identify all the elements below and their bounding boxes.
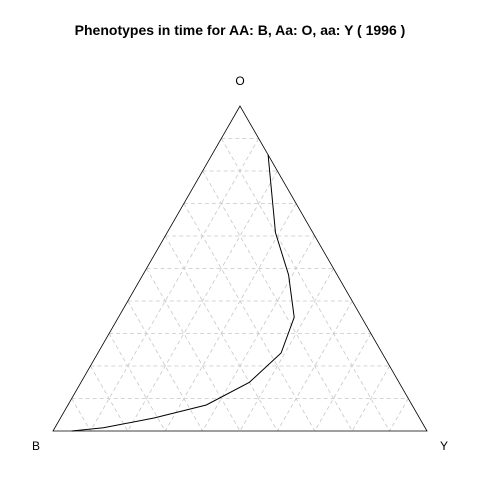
grid-line [71, 398, 91, 432]
grid-line [108, 333, 166, 432]
grid-line [90, 138, 260, 432]
vertex-label-left: B [32, 439, 40, 453]
grid-line [127, 170, 278, 432]
grid-line [239, 268, 334, 432]
grid-line [277, 300, 353, 432]
grid-line [389, 398, 409, 432]
grid-line [164, 203, 297, 432]
chart-title: Phenotypes in time for AA: B, Aa: O, aa:… [75, 22, 406, 38]
grid-line [127, 300, 203, 432]
grid-line [146, 268, 241, 432]
grid-line [351, 365, 390, 432]
grid-line [314, 333, 372, 432]
triangle-frame [52, 105, 428, 432]
trajectory-line [71, 154, 295, 432]
grid [71, 138, 409, 432]
vertex-label-top: O [235, 74, 244, 88]
grid-line [183, 203, 316, 432]
grid-line [220, 138, 390, 432]
vertex-label-right: Y [440, 439, 448, 453]
grid-line [90, 365, 129, 432]
